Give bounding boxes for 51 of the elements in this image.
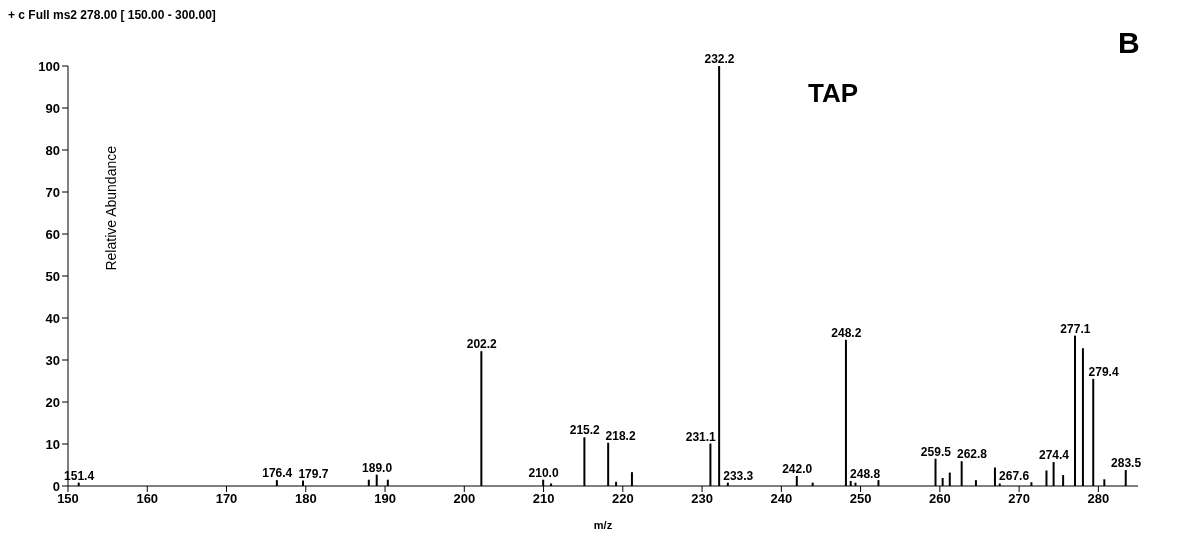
x-tick-label: 270 [1008,491,1030,507]
x-tick-label: 200 [453,491,476,507]
annotation: 176.4 [262,466,293,481]
annotation: 151.4 [64,468,95,483]
text: B [1118,26,1140,60]
x-tick-label: 160 [136,491,159,507]
x-tick-label: 210 [532,491,555,507]
annotation: TAP [808,78,859,109]
annotation: 218.2 [605,428,636,443]
y-tick-label: 40 [45,310,60,326]
x-tick-label: 180 [294,491,317,507]
annotation: 267.6 [999,469,1030,484]
annotation: 189.0 [362,460,393,475]
x-tick-label: 170 [215,491,238,507]
annotation: 232.2 [704,52,735,66]
y-axis-title: Relative Abundance [102,145,119,271]
y-tick-label: 0 [52,478,60,494]
y-tick-label: 60 [45,226,60,242]
annotation: 248.2 [831,325,862,340]
x-tick-label: 280 [1087,491,1110,507]
annotation: 179.7 [298,466,329,481]
x-tick-label: 260 [929,491,951,507]
x-tick-label: 250 [849,491,872,507]
annotation: 215.2 [569,423,601,438]
annotation: 248.8 [850,466,881,481]
y-tick-label: 50 [45,268,60,284]
chart-title: + c Full ms2 278.00 [ 150.00 - 300.00] [8,8,217,24]
x-tick-label: 150 [57,491,79,507]
annotation: 277.1 [1060,321,1091,336]
y-tick-label: 20 [45,394,60,410]
annotation: 231.1 [685,429,717,444]
x-tick-label: 190 [374,491,396,507]
annotation: 233.3 [723,468,754,483]
annotation: 283.5 [1111,456,1142,471]
x-tick-label: 220 [611,491,634,507]
annotation: 242.0 [782,461,813,476]
annotation: 262.8 [957,447,988,462]
y-tick-label: 70 [45,184,60,200]
y-tick-label: 90 [45,100,60,116]
y-tick-label: 80 [45,142,60,158]
x-tick-label: 230 [691,491,713,507]
x-axis-title: m/z [593,519,613,531]
y-tick-label: 100 [38,58,60,74]
annotation: 279.4 [1088,364,1119,379]
y-tick-label: 30 [45,352,60,368]
annotation: 202.2 [466,337,498,352]
annotation: 259.5 [920,444,952,459]
y-tick-label: 10 [45,436,60,452]
x-tick-label: 240 [770,491,793,507]
annotation: 210.0 [528,465,559,480]
annotation: 274.4 [1038,448,1070,463]
